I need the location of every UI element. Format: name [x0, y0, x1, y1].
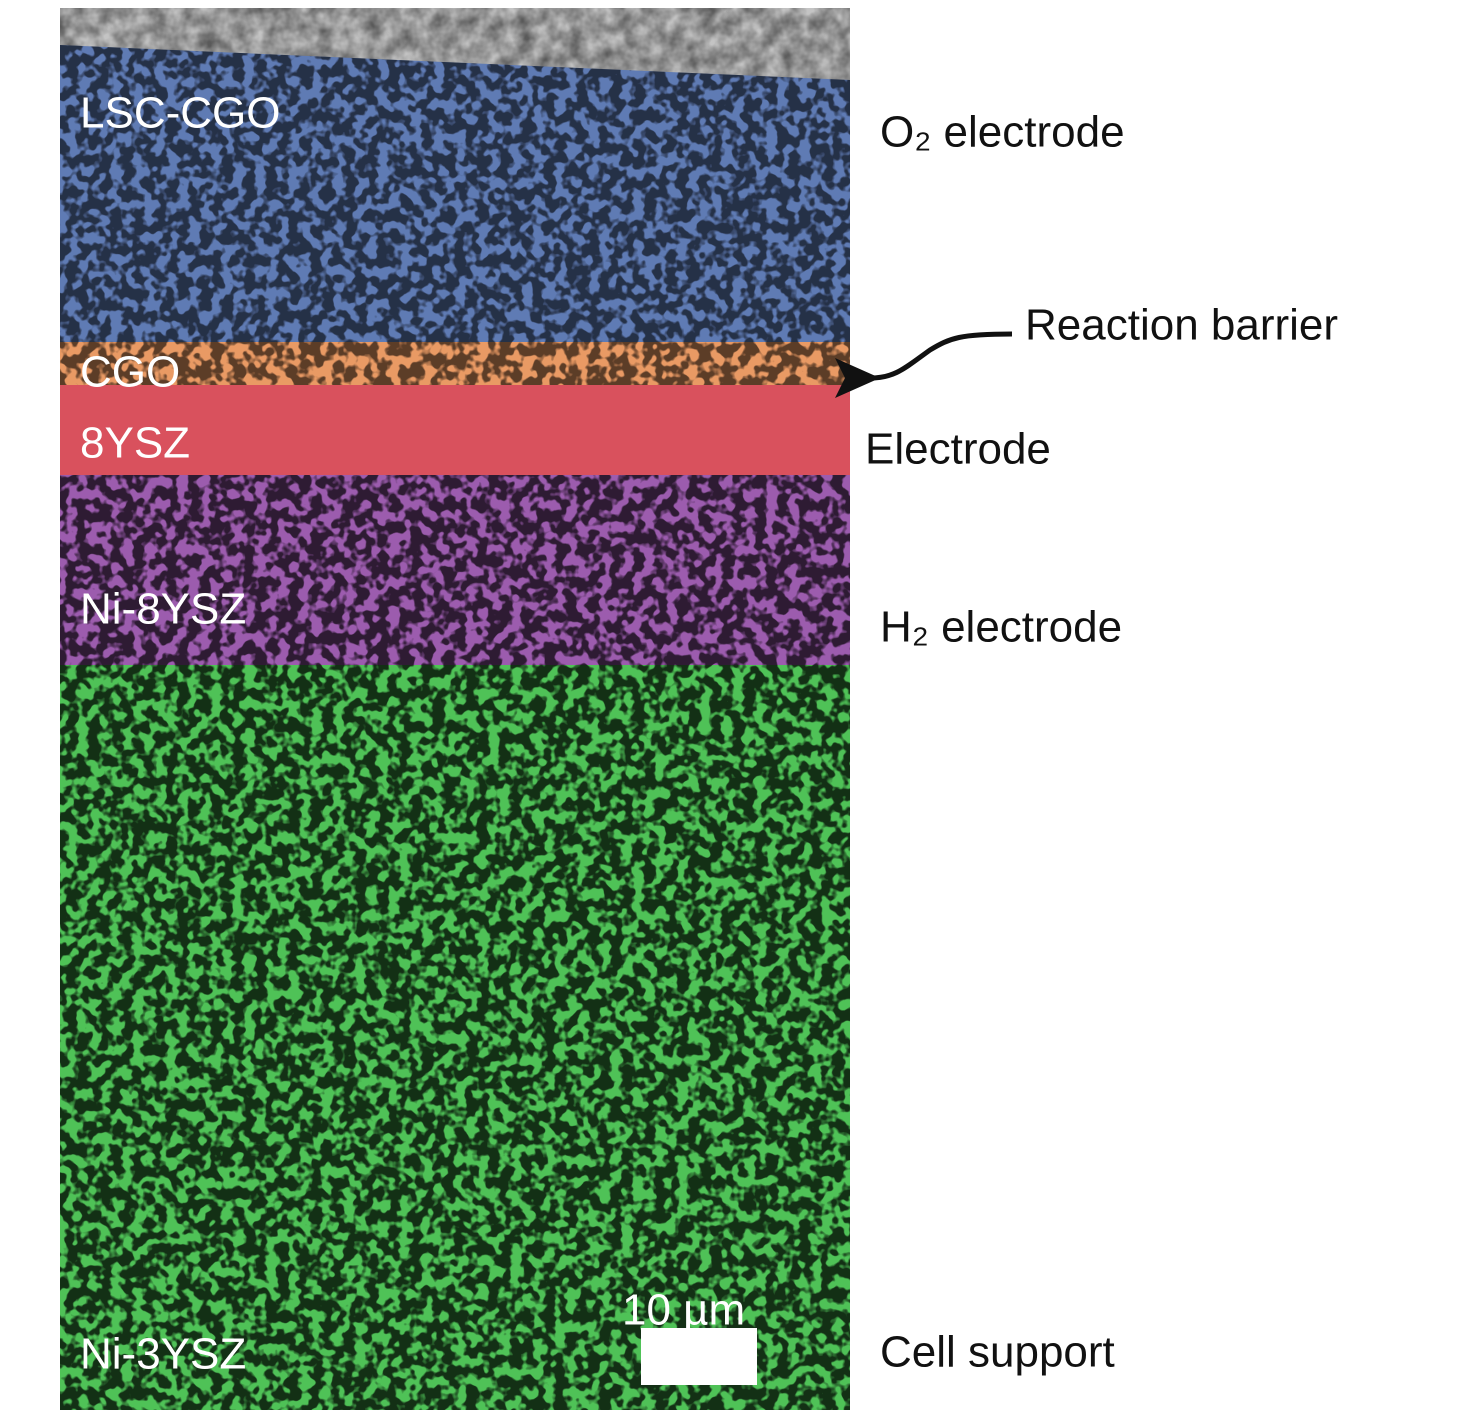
- texture: [60, 45, 850, 342]
- scale-bar: [641, 1328, 757, 1385]
- annotation: H₂ electrode: [880, 603, 1122, 652]
- annotation: Reaction barrier: [1025, 301, 1338, 350]
- texture: [60, 342, 850, 385]
- layer-8ysz: [60, 385, 850, 475]
- annotation: O₂ electrode: [880, 108, 1125, 157]
- annotation: Cell support: [880, 1328, 1115, 1377]
- layer-label: Ni-8YSZ: [80, 585, 246, 634]
- layer-label: 8YSZ: [80, 419, 190, 468]
- scale-bar-label: 10 µm: [622, 1286, 745, 1335]
- layer-label: Ni-3YSZ: [80, 1330, 246, 1379]
- layer-label: CGO: [80, 348, 180, 397]
- arrow: [834, 331, 1013, 399]
- annotation: Electrode: [865, 425, 1051, 474]
- texture: [60, 665, 850, 1410]
- texture: [60, 475, 850, 665]
- layer-label: LSC-CGO: [80, 89, 280, 138]
- micrograph: [60, 8, 850, 1410]
